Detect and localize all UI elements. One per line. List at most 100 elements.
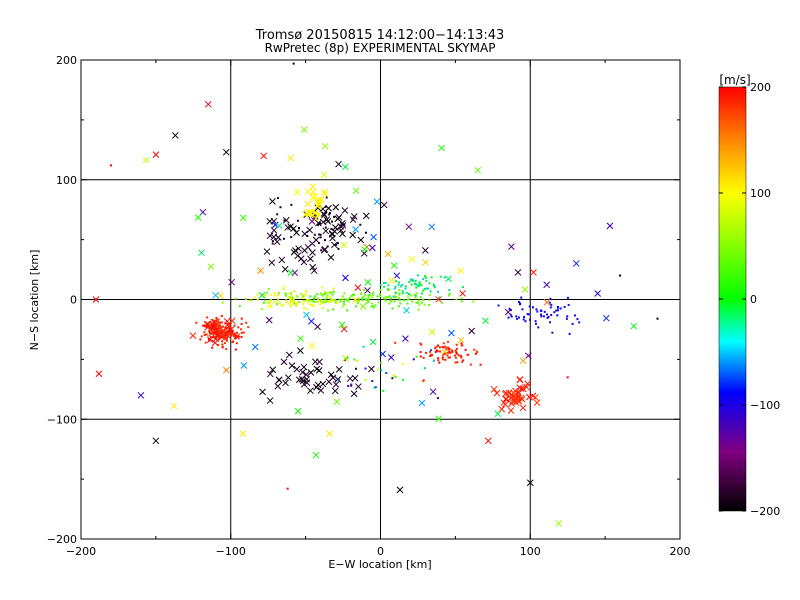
data-point-dot [473, 348, 476, 351]
data-point-dot [446, 354, 449, 357]
y-axis-label: N−S location [km] [28, 250, 41, 351]
data-point-dot [524, 320, 527, 323]
data-point-dot [253, 296, 256, 299]
data-point-dot [443, 276, 446, 279]
data-point-dot [382, 281, 385, 284]
data-point-cross [474, 166, 482, 174]
data-point-dot [273, 301, 276, 304]
data-point-cross [199, 208, 207, 216]
data-point-dot [395, 280, 398, 283]
data-point-dot [454, 356, 457, 359]
data-point-cross [340, 325, 348, 333]
data-point-dot [287, 292, 290, 295]
data-point-dot [214, 331, 217, 334]
data-point-dot [428, 282, 431, 285]
data-point-dot [419, 351, 422, 354]
data-point-cross [210, 323, 218, 330]
data-point-dot [413, 293, 416, 296]
data-point-dot [221, 321, 224, 324]
data-point-cross [503, 395, 510, 403]
data-point-dot [319, 222, 322, 225]
data-point-dot [221, 343, 224, 346]
data-point-dot [238, 305, 241, 308]
data-point-dot [384, 282, 387, 285]
data-point-dot [359, 223, 362, 226]
data-point-dot [517, 301, 520, 304]
data-point-cross [223, 318, 231, 325]
data-point-dot [415, 286, 418, 289]
data-point-dot [304, 292, 307, 295]
data-point-dot [543, 310, 546, 313]
data-point-dot [437, 359, 440, 362]
data-point-dot [469, 363, 472, 366]
data-point-cross [316, 358, 323, 366]
data-point-dot [412, 279, 415, 282]
data-point-dot [302, 295, 305, 298]
data-point-dot [460, 300, 463, 303]
data-point-cross [364, 278, 372, 286]
data-point-cross [265, 316, 273, 324]
data-point-dot [383, 285, 386, 288]
data-point-dot [233, 335, 236, 338]
data-point-dot [328, 300, 331, 303]
data-point-cross [525, 352, 532, 360]
data-point-dot [548, 301, 551, 304]
data-point-dot [372, 291, 375, 294]
data-point-dot [401, 284, 404, 287]
chart-subtitle: RwPretec (8p) EXPERIMENTAL SKYMAP [265, 41, 496, 55]
data-point-cross [312, 215, 320, 222]
data-point-dot [267, 288, 270, 291]
data-point-dot [234, 332, 237, 335]
data-point-cross [315, 200, 323, 207]
data-point-cross [228, 278, 236, 286]
data-point-dot [576, 318, 579, 321]
data-point-dot [325, 297, 328, 300]
data-point-dot [379, 361, 382, 364]
data-point-dot [329, 296, 332, 299]
data-point-dot [278, 301, 281, 304]
data-point-dot [292, 62, 295, 65]
data-point-dot [382, 297, 385, 300]
data-point-cross [225, 322, 233, 330]
data-point-dot [269, 298, 272, 301]
data-point-dot [429, 293, 432, 296]
data-point-dot [534, 322, 537, 325]
data-point-cross [501, 390, 509, 398]
data-point-dot [337, 247, 340, 250]
data-point-dot [352, 293, 355, 296]
data-point-dot [326, 294, 329, 297]
data-point-cross [370, 233, 377, 241]
data-point-dot [282, 288, 285, 291]
data-point-dot [566, 296, 569, 299]
data-point-dot [379, 284, 382, 287]
data-point-dot [539, 313, 542, 316]
data-point-dot [327, 291, 330, 294]
data-point-cross [300, 258, 308, 266]
data-point-dot [553, 311, 556, 314]
data-point-cross [320, 171, 328, 179]
data-point-dot [277, 297, 280, 300]
data-point-dot [199, 338, 202, 341]
data-point-cross [327, 371, 335, 379]
data-point-cross [333, 398, 341, 406]
data-point-dot [344, 359, 347, 362]
data-point-cross [508, 243, 515, 250]
data-point-dot [546, 313, 549, 316]
data-point-cross [405, 223, 413, 231]
data-point-dot [507, 316, 510, 319]
data-point-dot [456, 361, 459, 364]
data-point-cross [203, 320, 211, 328]
data-point-cross [448, 329, 455, 337]
data-point-dot [270, 293, 273, 296]
data-point-cross [222, 148, 230, 156]
data-point-cross [526, 479, 534, 487]
data-point-cross [282, 216, 290, 224]
data-point-dot [415, 292, 418, 295]
data-point-cross [335, 160, 342, 168]
data-point-cross [218, 333, 225, 341]
data-point-dot [433, 284, 436, 287]
data-point-dot [313, 295, 316, 298]
data-point-dot [416, 284, 419, 287]
data-point-dot [377, 301, 380, 304]
data-point-dot [451, 351, 454, 354]
